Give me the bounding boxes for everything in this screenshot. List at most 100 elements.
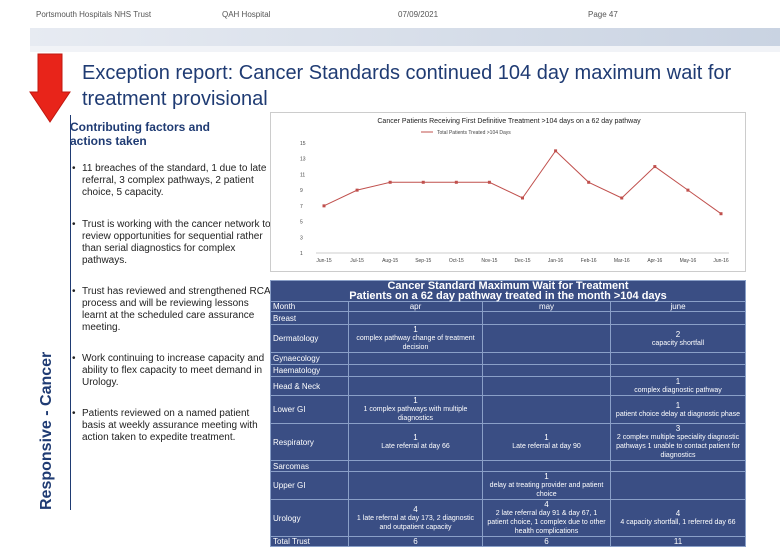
cell-may	[482, 460, 611, 472]
table-row: Respiratory 1 Late referral at day 66 1 Late…	[270, 423, 746, 461]
row-label: Breast	[270, 311, 349, 325]
cell-june	[610, 460, 746, 472]
line-chart-svg: Cancer Patients Receiving First Definiti…	[300, 118, 729, 264]
breach-table: Cancer Standard Maximum Wait for Treatme…	[270, 280, 746, 547]
cell-june	[610, 352, 746, 365]
x-tick-label: Mar-16	[614, 258, 630, 264]
cell-may: 1 delay at treating provider and patient …	[482, 471, 611, 500]
cell-apr: 1 complex pathway change of treatment dec…	[348, 324, 483, 353]
cell-june	[610, 364, 746, 377]
down-arrow-icon	[29, 53, 71, 123]
row-label: Head & Neck	[270, 376, 349, 396]
cell-apr	[348, 311, 483, 325]
cell-apr	[348, 460, 483, 472]
column-header: june	[610, 301, 746, 312]
y-tick-label: 5	[300, 220, 303, 226]
data-point	[686, 188, 690, 192]
cell-apr	[348, 364, 483, 377]
row-label: Haematology	[270, 364, 349, 377]
row-label: Urology	[270, 499, 349, 537]
table-title-line2: Patients on a 62 day pathway treated in …	[349, 290, 667, 302]
row-label: Upper GI	[270, 471, 349, 500]
data-point	[355, 188, 359, 192]
factors-heading: Contributing factors and actions taken	[70, 120, 210, 148]
cell-may	[482, 352, 611, 365]
column-header: apr	[348, 301, 483, 312]
factor-bullet: Trust is working with the cancer network…	[72, 219, 272, 267]
table-row: Gynaecology	[270, 352, 746, 365]
cell-may	[482, 324, 611, 353]
row-label: Sarcomas	[270, 460, 349, 472]
data-point	[653, 165, 657, 169]
y-tick-label: 13	[300, 157, 306, 163]
cell-apr: 6	[348, 536, 483, 547]
cell-apr	[348, 471, 483, 500]
table-row: Upper GI 1 delay at treating provider and …	[270, 471, 746, 500]
data-point	[487, 180, 491, 184]
side-divider	[70, 115, 71, 510]
page-title: Exception report: Cancer Standards conti…	[82, 62, 732, 110]
table-row: Haematology	[270, 364, 746, 377]
factors-list: 11 breaches of the standard, 1 due to la…	[72, 163, 272, 444]
cell-may	[482, 311, 611, 325]
data-point	[322, 204, 326, 208]
cell-may	[482, 376, 611, 396]
header-org: Portsmouth Hospitals NHS Trust	[36, 10, 152, 19]
y-tick-label: 15	[300, 141, 306, 147]
cell-june: 11	[610, 536, 746, 547]
row-label: Lower GI	[270, 395, 349, 424]
cell-apr	[348, 376, 483, 396]
table-title-row: Cancer Standard Maximum Wait for Treatme…	[270, 280, 746, 302]
data-point	[587, 180, 591, 184]
table-header-row: Month apr may june	[270, 301, 746, 312]
cell-may	[482, 395, 611, 424]
x-tick-label: Sep-15	[415, 258, 431, 264]
chart-legend: Total Patients Treated >104 Days	[437, 130, 511, 136]
x-tick-label: Feb-16	[581, 258, 597, 264]
y-tick-label: 7	[300, 204, 303, 210]
table-row: Lower GI 1 1 complex pathways with multipl…	[270, 395, 746, 424]
table-title: Cancer Standard Maximum Wait for Treatme…	[270, 280, 746, 302]
x-tick-label: Dec-15	[514, 258, 530, 264]
header-band	[30, 28, 780, 46]
table-row: Breast	[270, 311, 746, 325]
cell-june: 1 patient choice delay at diagnostic phas…	[610, 395, 746, 424]
factor-bullet: Work continuing to increase capacity and…	[72, 353, 272, 389]
x-tick-label: Jun-16	[713, 258, 729, 264]
cell-may: 1 Late referral at day 90	[482, 423, 611, 461]
column-header: Month	[270, 301, 349, 312]
factor-bullet: Patients reviewed on a named patient bas…	[72, 408, 272, 444]
row-label: Respiratory	[270, 423, 349, 461]
x-tick-label: Jul-15	[350, 258, 364, 264]
side-label: Responsive - Cancer	[38, 351, 55, 510]
x-tick-label: Nov-15	[481, 258, 497, 264]
header-site: QAH Hospital	[222, 10, 271, 19]
cell-june	[610, 311, 746, 325]
row-label: Total Trust	[270, 536, 349, 547]
table-row: Head & Neck 1 complex diagnostic pathway	[270, 376, 746, 396]
cell-june: 2 capacity shortfall	[610, 324, 746, 353]
table-row: Urology 4 1 late referral at day 173, 2 di…	[270, 499, 746, 537]
data-point	[554, 149, 558, 153]
x-tick-label: Oct-15	[449, 258, 464, 264]
data-point	[454, 180, 458, 184]
data-point	[620, 196, 624, 200]
cell-apr: 1 Late referral at day 66	[348, 423, 483, 461]
cell-apr	[348, 352, 483, 365]
table-row: Total Trust 6 6 11	[270, 536, 746, 547]
data-point	[388, 180, 392, 184]
row-label: Gynaecology	[270, 352, 349, 365]
column-header: may	[482, 301, 611, 312]
table-title-line1: Cancer Standard Maximum Wait for Treatme…	[387, 280, 629, 292]
y-tick-label: 11	[300, 172, 305, 178]
table-row: Sarcomas	[270, 460, 746, 472]
x-tick-label: May-16	[680, 258, 697, 264]
factor-bullet: 11 breaches of the standard, 1 due to la…	[72, 163, 272, 199]
x-tick-label: Jun-15	[316, 258, 332, 264]
line-chart: Cancer Patients Receiving First Definiti…	[270, 112, 746, 272]
